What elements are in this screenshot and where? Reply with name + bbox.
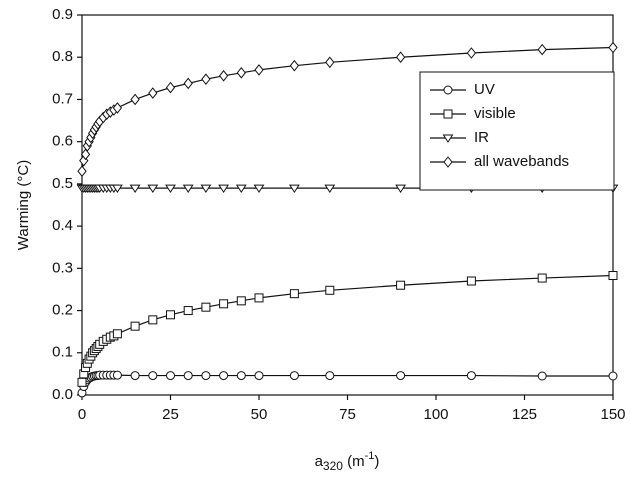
data-point xyxy=(77,165,87,178)
data-point xyxy=(201,302,211,312)
data-point xyxy=(165,81,176,94)
legend-label: UV xyxy=(474,81,495,98)
data-point xyxy=(235,184,247,194)
x-label-sup: -1 xyxy=(365,450,375,462)
x-axis-label: a320 (m-1) xyxy=(315,450,380,473)
data-point xyxy=(111,184,123,194)
x-label-sub: 320 xyxy=(323,459,343,473)
data-point xyxy=(130,93,140,106)
data-point xyxy=(289,59,300,72)
data-point xyxy=(324,184,336,194)
data-point xyxy=(148,87,158,99)
data-point xyxy=(200,184,212,194)
data-point xyxy=(289,371,299,381)
data-point xyxy=(201,371,211,381)
y-axis-label: Warming (°C) xyxy=(15,160,32,250)
data-point xyxy=(183,371,193,381)
data-point xyxy=(325,285,335,295)
x-tick-label: 50 xyxy=(251,406,268,423)
data-point xyxy=(112,370,122,380)
x-label-base: a xyxy=(315,453,324,470)
y-tick-label: 0.5 xyxy=(52,175,73,192)
data-point xyxy=(112,329,122,339)
data-point xyxy=(219,371,229,381)
data-point xyxy=(112,102,123,114)
data-point xyxy=(148,315,158,325)
x-tick-label: 150 xyxy=(600,406,625,423)
legend-marker xyxy=(442,134,454,143)
legend-label: visible xyxy=(474,105,516,122)
data-point xyxy=(236,371,246,381)
legend-label: all wavebands xyxy=(474,153,569,170)
data-point xyxy=(395,184,407,194)
y-tick-label: 0.0 xyxy=(52,386,73,403)
data-point xyxy=(537,43,547,56)
x-tick-label: 0 xyxy=(78,406,86,423)
data-point xyxy=(218,184,230,194)
data-point xyxy=(130,371,140,381)
data-point xyxy=(395,51,406,64)
data-point xyxy=(218,69,229,82)
data-point xyxy=(147,184,159,194)
data-point xyxy=(77,377,87,387)
data-point xyxy=(130,321,140,331)
data-point xyxy=(396,371,406,381)
data-point xyxy=(183,77,193,90)
x-tick-label: 100 xyxy=(423,406,448,423)
y-tick-label: 0.3 xyxy=(52,259,73,276)
data-point xyxy=(236,67,246,79)
data-point xyxy=(166,310,175,320)
x-tick-label: 75 xyxy=(339,406,356,423)
x-label-end: ) xyxy=(374,453,379,470)
data-point xyxy=(325,56,335,69)
y-tick-label: 0.9 xyxy=(52,6,73,23)
data-point xyxy=(466,276,476,286)
data-point xyxy=(608,371,618,381)
data-point xyxy=(183,306,193,316)
data-point xyxy=(236,296,246,306)
data-point xyxy=(253,184,265,194)
data-point xyxy=(254,64,264,76)
y-tick-label: 0.8 xyxy=(52,48,73,65)
x-tick-label: 125 xyxy=(512,406,537,423)
y-tick-label: 0.2 xyxy=(52,302,73,319)
data-point xyxy=(466,371,476,381)
data-point xyxy=(165,184,176,194)
data-point xyxy=(466,47,477,59)
data-point xyxy=(608,41,618,54)
legend-marker xyxy=(443,85,453,95)
series-line xyxy=(81,274,614,383)
data-point xyxy=(396,280,406,290)
data-point xyxy=(182,184,194,194)
data-point xyxy=(288,184,300,194)
data-point xyxy=(201,73,211,85)
data-point xyxy=(129,184,141,194)
legend-box xyxy=(419,71,615,191)
data-point xyxy=(537,273,547,283)
data-point xyxy=(254,371,264,381)
y-tick-label: 0.7 xyxy=(52,90,73,107)
data-point xyxy=(537,371,547,381)
y-tick-label: 0.1 xyxy=(52,344,73,361)
legend-label: IR xyxy=(474,129,489,146)
data-point xyxy=(148,371,158,381)
y-tick-label: 0.4 xyxy=(52,217,73,234)
data-point xyxy=(166,371,175,381)
data-point xyxy=(254,293,264,303)
data-point xyxy=(325,371,335,381)
legend-marker xyxy=(443,109,453,119)
x-label-mid: (m xyxy=(343,453,365,470)
y-tick-label: 0.6 xyxy=(52,133,73,150)
data-point xyxy=(80,148,91,161)
x-tick-label: 25 xyxy=(162,406,179,423)
series-line xyxy=(81,374,613,394)
data-point xyxy=(289,289,299,299)
data-point xyxy=(608,271,618,281)
legend-marker xyxy=(443,156,453,168)
data-point xyxy=(219,299,229,309)
